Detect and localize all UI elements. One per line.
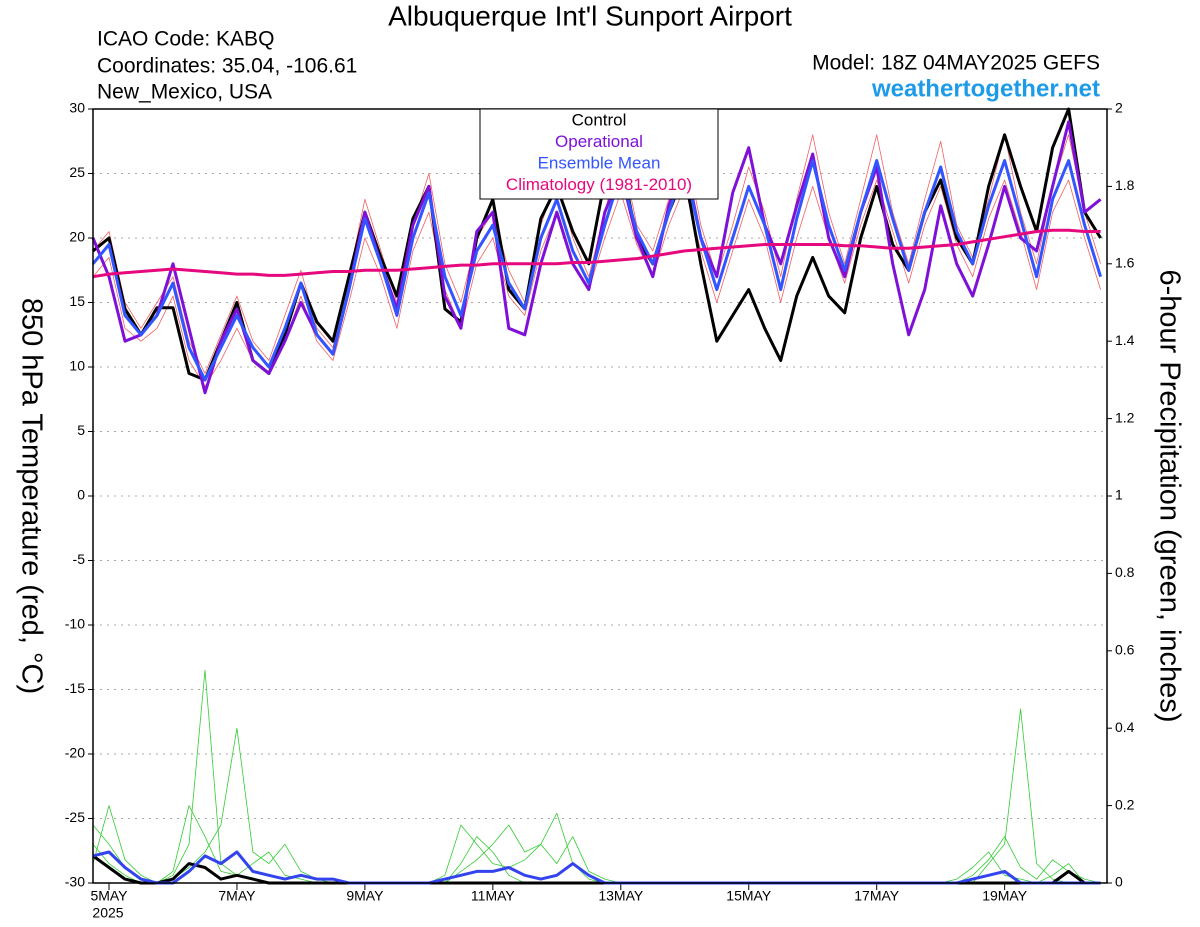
icao: ICAO Code: KABQ: [97, 28, 274, 51]
y-tick-label: -20: [65, 745, 85, 761]
y-tick-label: 20: [69, 229, 85, 245]
y2-tick-label: 1.2: [1115, 409, 1135, 425]
y2-tick-label: 0.4: [1115, 719, 1135, 735]
ensemble-member-line: [92, 805, 1101, 884]
y2-tick-label: 2: [1115, 100, 1123, 116]
location: New_Mexico, USA: [97, 81, 272, 104]
ensemble-member-line: [92, 669, 1101, 884]
legend-entry: Ensemble Mean: [538, 153, 661, 172]
y-tick-label: -25: [65, 809, 85, 825]
y-tick-label: -15: [65, 680, 85, 696]
y-tick-label: -5: [73, 551, 86, 567]
y-tick-label: -10: [65, 616, 85, 632]
y-tick-label: 5: [77, 422, 85, 438]
y2-tick-label: 1.4: [1115, 332, 1135, 348]
website[interactable]: weathertogether.net: [871, 75, 1100, 102]
x-tick-label: 17MAY: [854, 888, 900, 904]
y2-tick-label: 1.6: [1115, 255, 1135, 271]
x-sublabel: 2025: [92, 905, 123, 921]
model: Model: 18Z 04MAY2025 GEFS: [812, 52, 1100, 75]
legend-entry: Climatology (1981-2010): [506, 175, 692, 194]
series-line: [92, 228, 1101, 279]
y2-axis-label: 6-hour Precipitation (green, inches): [1153, 270, 1185, 723]
y2-tick-label: 0.6: [1115, 642, 1135, 658]
legend-entry: Operational: [555, 132, 643, 151]
y-tick-label: -30: [65, 874, 85, 890]
y-tick-label: 15: [69, 293, 85, 309]
y-tick-label: 25: [69, 164, 85, 180]
y-tick-label: 10: [69, 358, 85, 374]
y2-tick-label: 0: [1115, 874, 1123, 890]
legend-entry: Control: [572, 110, 627, 129]
x-tick-label: 11MAY: [471, 888, 515, 904]
y2-tick-label: 1: [1115, 487, 1123, 503]
x-tick-label: 5MAY: [90, 888, 128, 904]
y-axis-label: 850 hPa Temperature (red, °C): [15, 298, 47, 694]
x-tick-label: 7MAY: [218, 888, 256, 904]
x-tick-label: 13MAY: [598, 888, 644, 904]
coordinates: Coordinates: 35.04, -106.61: [97, 55, 357, 78]
series-line: [91, 159, 1103, 382]
y-tick-label: 30: [69, 100, 85, 116]
y2-tick-label: 1.8: [1115, 177, 1135, 193]
y2-tick-label: 0.8: [1115, 564, 1135, 580]
x-tick-label: 15MAY: [726, 888, 772, 904]
legend-box: [479, 108, 719, 200]
x-tick-label: 9MAY: [346, 888, 384, 904]
chart-title: Albuquerque Int'l Sunport Airport: [388, 0, 792, 31]
x-tick-label: 19MAY: [982, 888, 1028, 904]
y2-tick-label: 0.2: [1115, 796, 1135, 812]
y-tick-label: 0: [77, 487, 85, 503]
